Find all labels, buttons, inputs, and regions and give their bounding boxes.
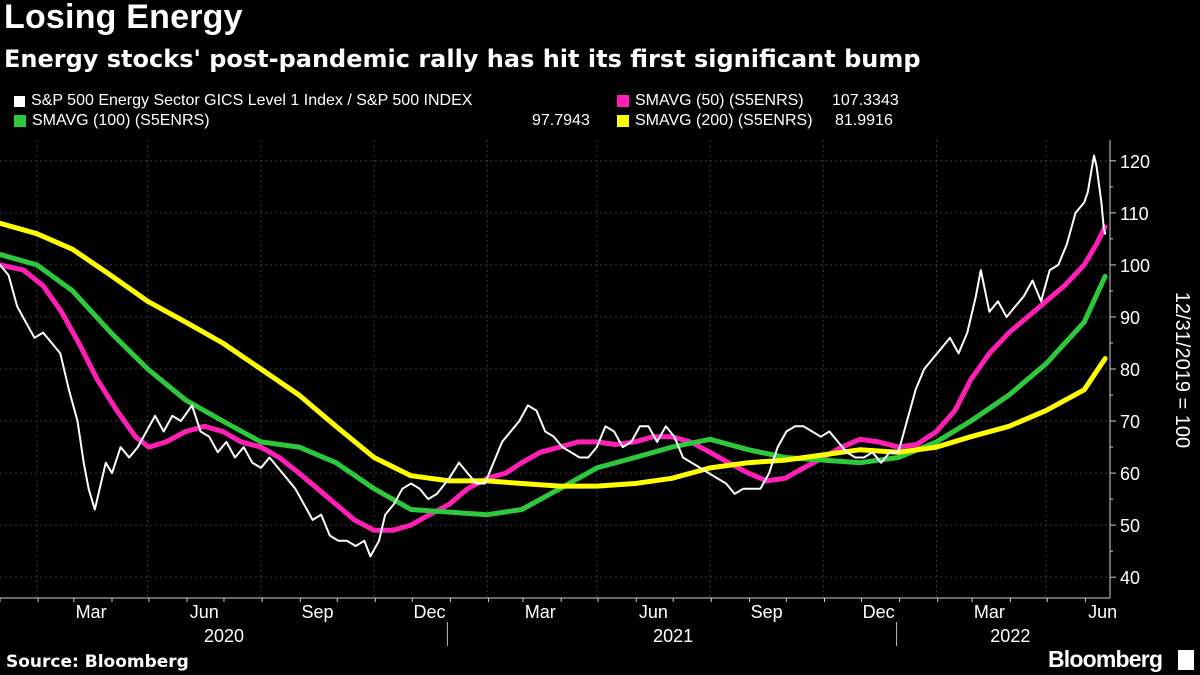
- legend-swatch-ratio: [14, 95, 25, 107]
- chart-subtitle: Energy stocks' post-pandemic rally has h…: [4, 45, 921, 73]
- x-year-label: 2021: [653, 626, 693, 646]
- chart-title: Losing Energy: [4, 0, 243, 36]
- x-month-label: Mar: [525, 602, 556, 622]
- x-month-label: Sep: [751, 602, 783, 622]
- x-year-label: 2020: [204, 626, 244, 646]
- x-month-label: Sep: [301, 602, 333, 622]
- legend-label-smavg200: SMAVG (200) (S5ENRS): [635, 112, 813, 129]
- legend-item-ratio: S&P 500 Energy Sector GICS Level 1 Index…: [14, 92, 472, 110]
- legend-label-ratio: S&P 500 Energy Sector GICS Level 1 Index…: [31, 92, 473, 109]
- y-tick-label: 100: [1120, 256, 1150, 276]
- x-month-label: Jun: [1088, 602, 1117, 622]
- x-month-label: Dec: [863, 602, 895, 622]
- y-tick-label: 40: [1120, 568, 1140, 588]
- legend-value-smavg200: 81.9916: [835, 112, 893, 129]
- y-tick-label: 70: [1120, 412, 1140, 432]
- series-line-3: [0, 220, 1108, 489]
- series-lines: [0, 154, 1108, 558]
- x-month-label: Mar: [974, 602, 1005, 622]
- y-tick-label: 90: [1120, 308, 1140, 328]
- legend-swatch-smavg50: [617, 95, 629, 107]
- series-line-0: [0, 154, 1107, 558]
- axes: [0, 140, 1116, 646]
- x-month-label: Jun: [190, 602, 219, 622]
- legend: S&P 500 Energy Sector GICS Level 1 Index…: [0, 92, 1200, 132]
- tick-labels: 40 50 60 70 80 90 100 110 120 Mar Jun Sep Dec Mar Jun S…: [76, 152, 1193, 646]
- grid-lines: [0, 140, 1110, 598]
- terminal-icon: [1178, 650, 1194, 670]
- legend-item-smavg200: SMAVG (200) (S5ENRS): [617, 112, 813, 130]
- legend-swatch-smavg100: [14, 115, 26, 127]
- series-line-2: [0, 252, 1108, 518]
- legend-value-smavg100: 97.7943: [532, 112, 590, 129]
- x-month-label: Dec: [413, 602, 445, 622]
- legend-label-smavg50: SMAVG (50) (S5ENRS): [635, 92, 804, 109]
- legend-item-smavg100: SMAVG (100) (S5ENRS): [14, 112, 210, 130]
- y-tick-label: 60: [1120, 464, 1140, 484]
- x-month-label: Jun: [639, 602, 668, 622]
- legend-swatch-smavg200: [617, 115, 629, 127]
- legend-label-smavg100: SMAVG (100) (S5ENRS): [32, 112, 210, 129]
- x-year-label: 2022: [990, 626, 1030, 646]
- y-tick-label: 120: [1120, 152, 1150, 172]
- series-line-1: [0, 224, 1108, 533]
- legend-value-smavg50: 107.3343: [832, 92, 899, 109]
- y-tick-label: 50: [1120, 516, 1140, 536]
- legend-item-smavg50: SMAVG (50) (S5ENRS): [617, 92, 804, 110]
- source-note: Source: Bloomberg: [6, 652, 189, 672]
- y-tick-label: 110: [1120, 204, 1149, 224]
- y-tick-label: 80: [1120, 360, 1140, 380]
- y-axis-title: 12/31/2019 = 100: [1171, 292, 1193, 448]
- x-month-label: Mar: [76, 602, 107, 622]
- bloomberg-logo: Bloomberg: [1048, 646, 1163, 672]
